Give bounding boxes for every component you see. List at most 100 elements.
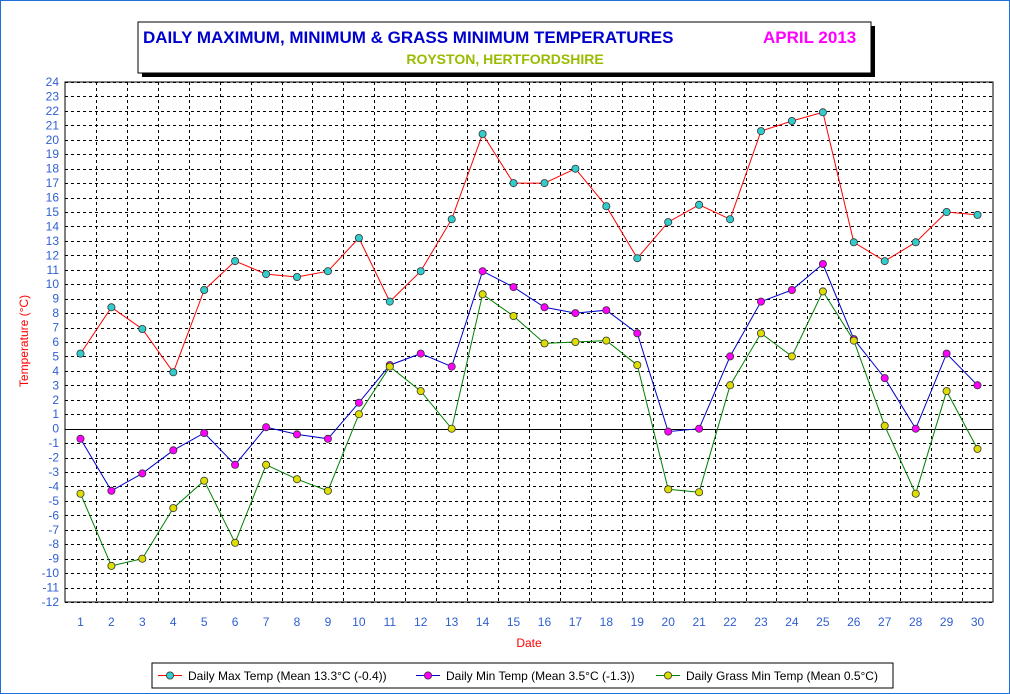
series-2-point [973, 381, 982, 390]
series-3-point [231, 538, 240, 547]
y-tick-label: 3 [52, 378, 59, 392]
y-axis-label: Temperature (°C) [17, 295, 31, 387]
series-line-3 [80, 290, 978, 567]
series-1-point [231, 257, 240, 266]
y-tick-label: 19 [46, 147, 60, 161]
series-2-point [138, 469, 147, 478]
x-tick-label: 22 [723, 615, 737, 629]
x-tick-label: 1 [77, 615, 84, 629]
series-2-point [818, 259, 827, 268]
series-1-point [973, 210, 982, 219]
series-3-point [107, 561, 116, 570]
series-2-point [478, 267, 487, 276]
series-3-point [787, 352, 796, 361]
series-1-point [911, 238, 920, 247]
series-3-point [385, 362, 394, 371]
series-1-point [726, 215, 735, 224]
y-tick-label: 16 [46, 191, 60, 205]
series-3-point [138, 554, 147, 563]
series-3-point [76, 489, 85, 498]
series-3-point [695, 488, 704, 497]
series-3-point [540, 339, 549, 348]
y-tick-label: 18 [46, 162, 60, 176]
series-2-point [942, 349, 951, 358]
series-2-point [107, 486, 116, 495]
y-axis-ticks: -12-11-10-9-8-7-6-5-4-3-2-10123456789101… [42, 75, 60, 609]
x-tick-label: 18 [600, 615, 614, 629]
x-axis-label: Date [516, 636, 542, 650]
series-1-point [880, 257, 889, 266]
series-3-point [169, 504, 178, 513]
series-2-point [571, 309, 580, 318]
y-tick-label: -9 [48, 552, 59, 566]
series-1-point [292, 272, 301, 281]
series-3-point [200, 476, 209, 485]
legend-marker-3 [664, 671, 673, 680]
series-2-point [540, 303, 549, 312]
y-tick-label: 5 [52, 349, 59, 363]
x-tick-label: 2 [108, 615, 115, 629]
x-tick-label: 21 [692, 615, 706, 629]
series-1-point [416, 267, 425, 276]
x-tick-label: 13 [445, 615, 459, 629]
series-3-point [849, 336, 858, 345]
y-tick-label: 21 [46, 118, 60, 132]
series-1-point [509, 179, 518, 188]
series-2-point [292, 430, 301, 439]
series-2-point [323, 434, 332, 443]
series-2-point [757, 297, 766, 306]
series-2-point [633, 329, 642, 338]
y-tick-label: -5 [48, 494, 59, 508]
y-tick-label: 6 [52, 335, 59, 349]
y-tick-label: 4 [52, 364, 59, 378]
series-1-point [138, 324, 147, 333]
x-tick-label: 29 [940, 615, 954, 629]
x-tick-label: 6 [232, 615, 239, 629]
y-tick-label: -7 [48, 523, 59, 537]
x-axis-ticks: 1 2 3 4 5 6 7 8 9 10 11 12 13 14 15 16 17 18 19 20 21 22 23 24 2… [77, 615, 984, 629]
legend: Daily Max Temp (Mean 13.3°C (-0.4)) Daily… [158, 669, 878, 683]
series-2-point [911, 424, 920, 433]
x-tick-label: 24 [785, 615, 799, 629]
series-3-point [447, 424, 456, 433]
series-1-point [849, 238, 858, 247]
x-tick-label: 27 [878, 615, 892, 629]
series-line-2 [80, 263, 978, 492]
legend-label-3: Daily Grass Min Temp (Mean 0.5°C) [686, 669, 878, 683]
series-2-point [200, 428, 209, 437]
y-tick-label: 11 [47, 263, 60, 277]
chart-period: APRIL 2013 [763, 28, 856, 47]
series-3-point [633, 361, 642, 370]
series-2-point [231, 460, 240, 469]
series-2-point [664, 427, 673, 436]
series-3-point [726, 381, 735, 390]
y-tick-label: -2 [48, 451, 59, 465]
x-tick-label: 15 [507, 615, 521, 629]
series-1-point [200, 285, 209, 294]
y-tick-label: 8 [52, 306, 59, 320]
series-3-point [664, 485, 673, 494]
series-3-point [416, 387, 425, 396]
series-2-point [726, 352, 735, 361]
y-tick-label: -12 [42, 595, 60, 609]
y-tick-label: 15 [46, 205, 60, 219]
series-2-point [416, 349, 425, 358]
series-2-point [695, 424, 704, 433]
y-tick-label: 17 [46, 176, 60, 190]
y-tick-label: -4 [48, 479, 59, 493]
series-1-point [695, 200, 704, 209]
series-3-point [478, 290, 487, 299]
series-3-point [757, 329, 766, 338]
x-tick-label: 25 [816, 615, 830, 629]
chart-title: DAILY MAXIMUM, MINIMUM & GRASS MINIMUM T… [143, 28, 673, 47]
series-3-point [509, 311, 518, 320]
series-1-point [447, 215, 456, 224]
x-tick-label: 7 [263, 615, 270, 629]
y-tick-label: 12 [46, 248, 60, 262]
legend-marker-1 [165, 671, 174, 680]
series-3-point [880, 421, 889, 430]
y-tick-label: 24 [46, 75, 60, 89]
x-tick-label: 16 [538, 615, 552, 629]
